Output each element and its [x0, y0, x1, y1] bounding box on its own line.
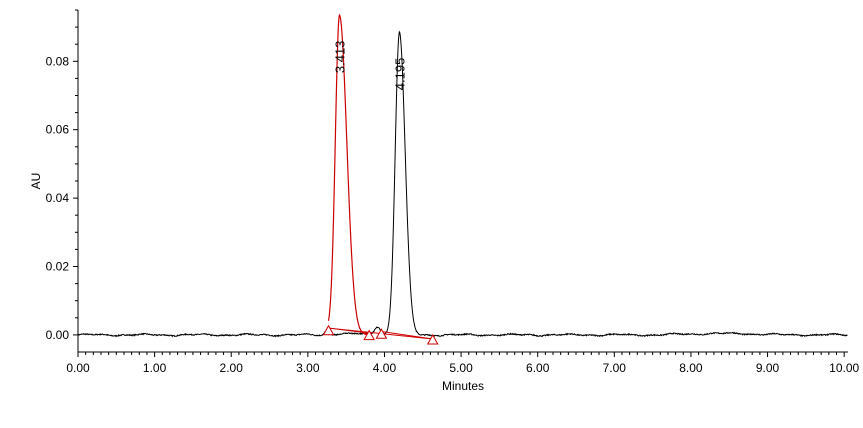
x-tick-label: 1.00: [143, 361, 167, 375]
integration-marker: [363, 329, 375, 341]
signal-trace: [77, 30, 848, 338]
integration-marker: [375, 328, 388, 339]
y-ticks: 0.00 0.02 0.04 0.06 0.08: [46, 9, 78, 342]
integration-markers: [322, 324, 439, 345]
x-tick-label: 2.00: [220, 361, 244, 375]
y-tick-label: 0.00: [46, 328, 70, 342]
integration-marker: [426, 334, 439, 345]
peak-label: 4.195: [392, 58, 407, 91]
x-ticks: 0.00 1.00 2.00 3.00 4.00 5.00 6.00 7.00 8.00 9.00…: [66, 352, 860, 375]
x-tick-label: 4.00: [373, 361, 397, 375]
y-tick-label: 0.02: [46, 260, 70, 274]
x-axis-label: Minutes: [442, 379, 484, 393]
x-tick-label: 0.00: [66, 361, 90, 375]
x-tick-label: 10.00: [829, 361, 859, 375]
peak-labels: 3.413 4.195: [332, 41, 407, 91]
y-tick-label: 0.06: [46, 123, 70, 137]
integration-marker: [322, 324, 335, 336]
peak-label: 3.413: [332, 41, 347, 74]
traces: [77, 13, 848, 338]
y-tick-label: 0.04: [46, 191, 70, 205]
y-axis-label: AU: [29, 173, 43, 190]
x-tick-label: 3.00: [296, 361, 320, 375]
y-tick-label: 0.08: [46, 54, 70, 68]
x-tick-label: 8.00: [679, 361, 703, 375]
axes: [77, 10, 848, 353]
x-tick-label: 7.00: [603, 361, 627, 375]
x-tick-label: 5.00: [449, 361, 473, 375]
x-tick-label: 9.00: [756, 361, 780, 375]
x-tick-label: 6.00: [526, 361, 550, 375]
